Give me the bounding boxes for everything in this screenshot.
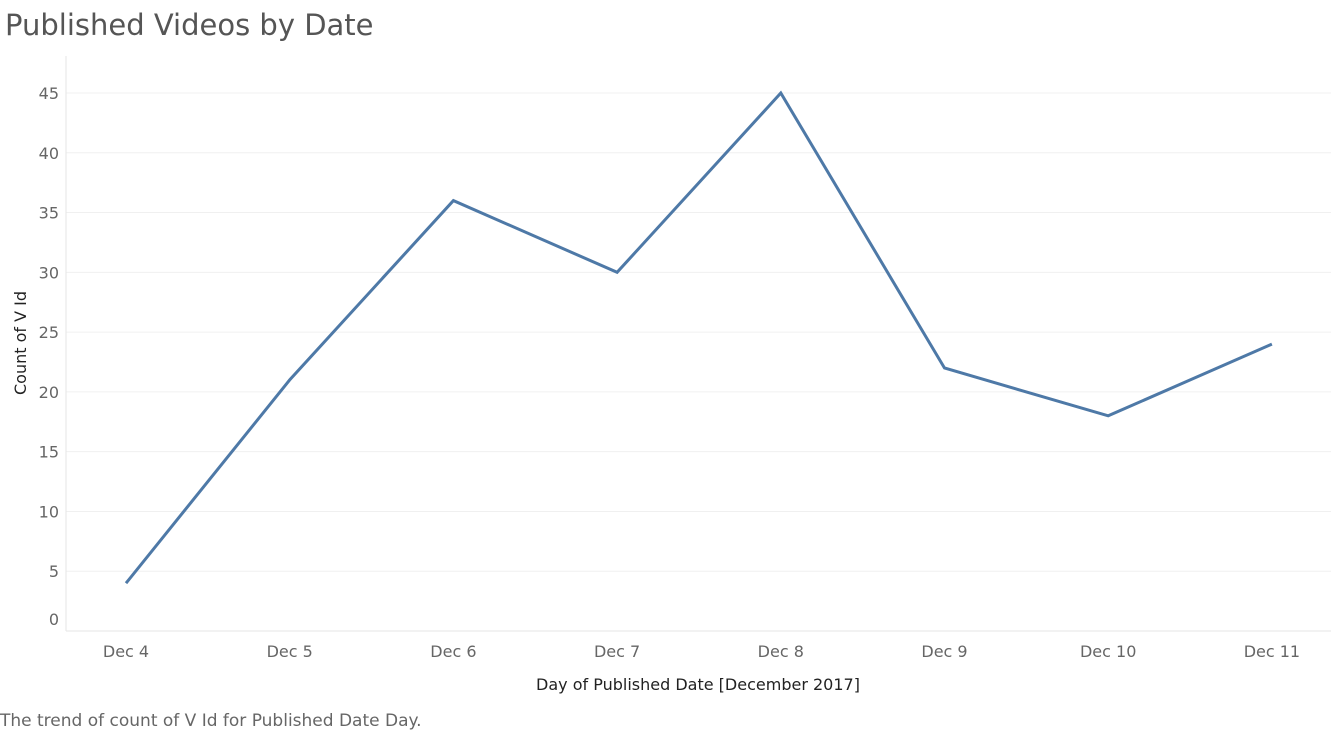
x-tick-label: Dec 11 <box>1244 642 1300 661</box>
x-tick-label: Dec 9 <box>921 642 967 661</box>
x-tick-label: Dec 6 <box>430 642 476 661</box>
x-tick-label: Dec 7 <box>594 642 640 661</box>
y-tick-label: 45 <box>39 84 59 103</box>
gridlines <box>66 92 1331 572</box>
data-point[interactable] <box>284 374 296 386</box>
y-tick-label: 30 <box>39 263 59 282</box>
data-point[interactable] <box>1266 338 1278 350</box>
data-point[interactable] <box>447 195 459 207</box>
y-tick-label: 20 <box>39 383 59 402</box>
data-point[interactable] <box>775 87 787 99</box>
y-tick-label: 35 <box>39 204 59 223</box>
x-axis-title: Day of Published Date [December 2017] <box>536 675 860 694</box>
y-tick-labels: 0 5 10 15 20 25 30 35 40 45 <box>39 84 59 629</box>
x-tick-label: Dec 8 <box>758 642 804 661</box>
x-tick-labels: Dec 4 Dec 5 Dec 6 Dec 7 Dec 8 Dec 9 Dec 10 Dec … <box>103 642 1300 661</box>
axes <box>65 56 1331 632</box>
y-tick-label: 0 <box>49 610 59 629</box>
data-point[interactable] <box>1102 410 1114 422</box>
x-tick-label: Dec 4 <box>103 642 149 661</box>
data-point[interactable] <box>611 266 623 278</box>
x-tick-label: Dec 5 <box>267 642 313 661</box>
y-tick-label: 5 <box>49 562 59 581</box>
y-tick-label: 15 <box>39 443 59 462</box>
y-tick-label: 40 <box>39 144 59 163</box>
series-lines <box>120 87 1278 589</box>
chart-caption: The trend of count of V Id for Published… <box>0 711 422 731</box>
y-axis-title: Count of V Id <box>11 291 30 395</box>
series-line[interactable] <box>124 90 1273 585</box>
y-tick-label: 25 <box>39 323 59 342</box>
y-tick-label: 10 <box>39 502 59 521</box>
chart-title: Published Videos by Date <box>5 8 374 42</box>
x-tick-label: Dec 10 <box>1080 642 1136 661</box>
data-point[interactable] <box>939 362 951 374</box>
data-point[interactable] <box>120 577 132 589</box>
